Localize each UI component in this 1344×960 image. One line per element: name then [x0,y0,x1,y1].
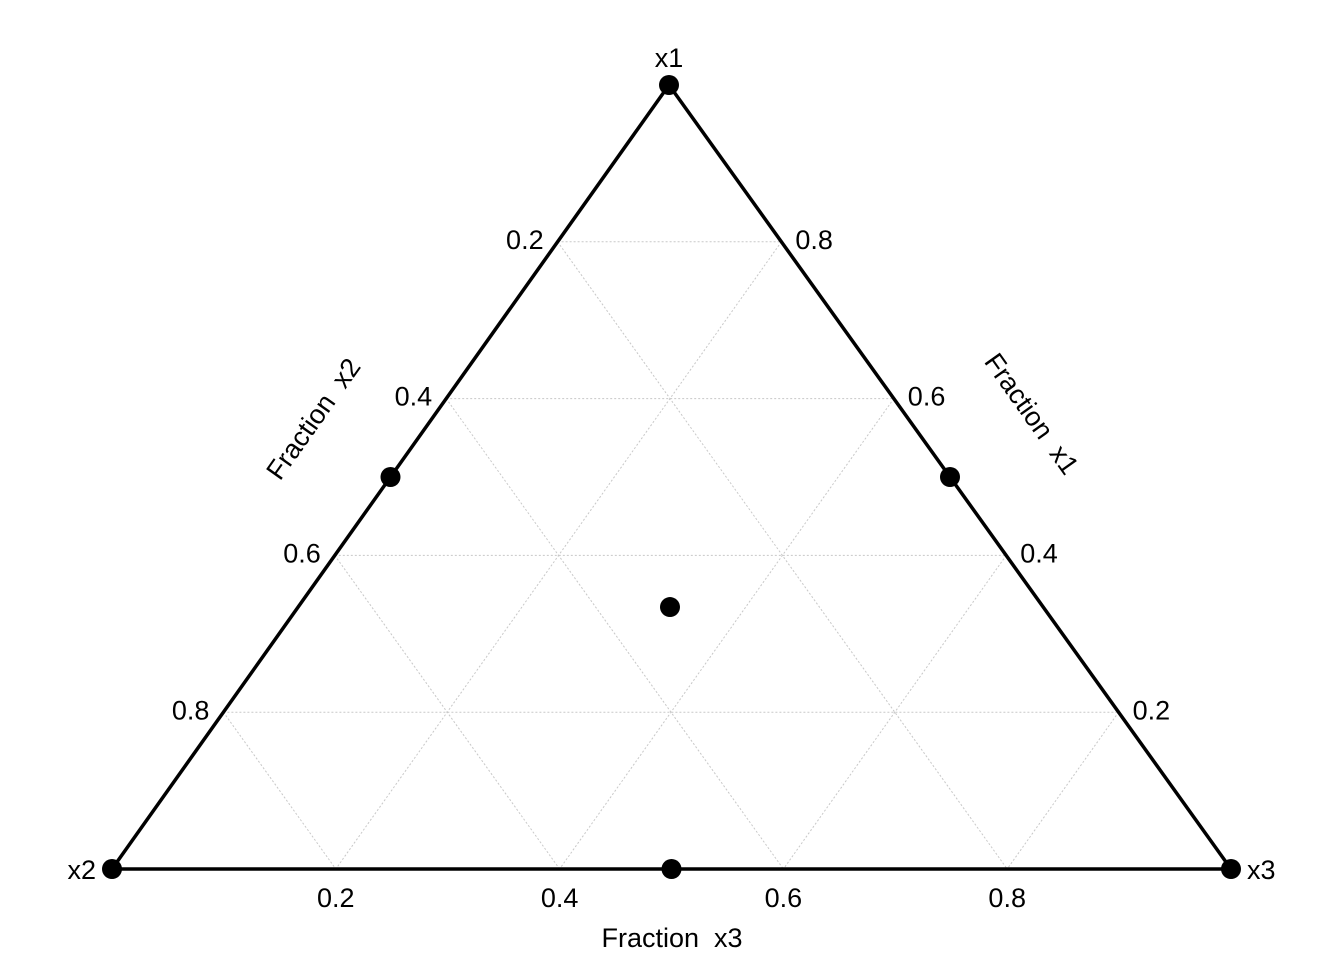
x1-tick-label: 0.6 [908,382,946,412]
x3-tick-label: 0.8 [988,883,1026,913]
design-point [380,467,401,487]
x3-tick-label: 0.2 [317,883,355,913]
x2-tick-label: 0.6 [283,539,321,569]
x1-tick-label: 0.4 [1020,539,1058,569]
x3-tick-label: 0.4 [541,883,579,913]
x3-axis-title: Fraction x3 [601,923,742,953]
x2-axis-title: Fraction x2 [260,353,366,485]
design-point [1221,859,1241,879]
vertex-label: x3 [1247,855,1276,885]
design-point [659,75,679,95]
grid-line [782,555,1007,870]
design-point [940,467,960,487]
x3-tick-label: 0.6 [765,883,803,913]
x2-tick-label: 0.8 [172,695,210,725]
x1-tick-label: 0.2 [1133,695,1171,725]
design-point [102,859,122,879]
grid-line [222,711,337,870]
vertex-label: x1 [655,43,684,73]
grid-line [445,398,784,870]
x2-tick-label: 0.2 [506,225,544,255]
design-point [659,597,680,618]
grid-line [559,398,895,870]
design-point [661,859,682,879]
x1-axis-title: Fraction x1 [978,348,1084,480]
grid-line [335,241,782,870]
x2-tick-label: 0.4 [395,382,433,412]
x1-tick-label: 0.8 [795,225,833,255]
vertex-label: x2 [67,855,96,885]
grid-line [1006,711,1120,870]
